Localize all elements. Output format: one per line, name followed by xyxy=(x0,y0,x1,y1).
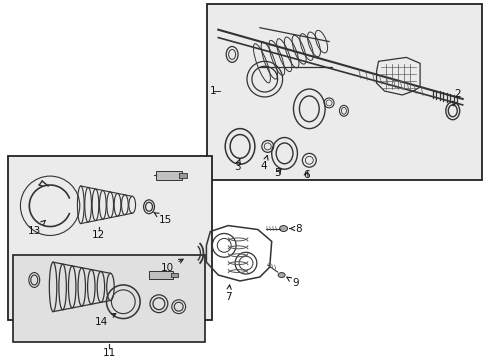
Bar xyxy=(170,273,177,277)
Text: 9: 9 xyxy=(286,277,299,288)
Text: 13: 13 xyxy=(28,220,45,235)
Text: 15: 15 xyxy=(153,212,172,225)
Bar xyxy=(149,271,172,279)
Text: 8: 8 xyxy=(289,224,302,234)
Text: 5: 5 xyxy=(274,168,281,178)
Ellipse shape xyxy=(279,226,287,231)
Text: 4: 4 xyxy=(260,156,267,171)
Bar xyxy=(207,4,482,180)
Text: 12: 12 xyxy=(92,230,105,239)
Bar xyxy=(7,156,212,320)
Bar xyxy=(13,255,205,342)
Text: 3: 3 xyxy=(233,159,240,172)
Bar xyxy=(178,173,186,178)
Text: 14: 14 xyxy=(95,314,116,327)
Text: 6: 6 xyxy=(303,170,309,180)
Ellipse shape xyxy=(278,273,285,278)
Text: 10: 10 xyxy=(161,259,183,273)
Text: 11: 11 xyxy=(102,348,116,358)
Text: 1: 1 xyxy=(209,86,216,96)
Text: 7: 7 xyxy=(224,285,231,302)
Bar xyxy=(156,171,182,180)
Text: 2: 2 xyxy=(452,89,460,106)
